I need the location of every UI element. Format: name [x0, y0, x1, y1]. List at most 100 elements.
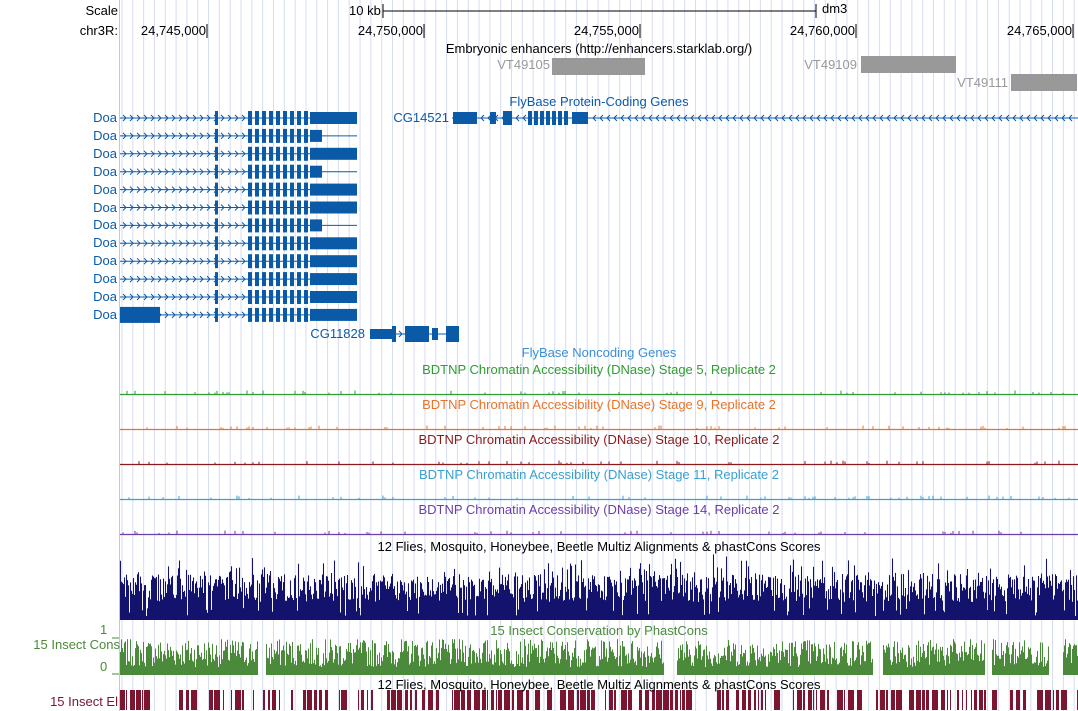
gene-label-doa[interactable]: Doa	[93, 289, 117, 304]
strand-arrow	[164, 168, 169, 176]
dnase-stage10-title[interactable]: BDTNP Chromatin Accessibility (DNase) St…	[418, 432, 780, 447]
conserved-element	[223, 690, 224, 710]
strand-arrow	[185, 275, 190, 283]
dnase-stage5-title[interactable]: BDTNP Chromatin Accessibility (DNase) St…	[422, 362, 776, 377]
strand-arrow	[227, 204, 232, 211]
strand-arrow	[234, 114, 239, 122]
strand-arrow	[241, 132, 246, 140]
gene-label-doa[interactable]: Doa	[93, 110, 117, 125]
exon	[310, 291, 357, 303]
exon	[304, 164, 308, 179]
strand-arrow	[220, 293, 225, 301]
conserved-element	[891, 690, 895, 710]
exon	[276, 128, 280, 143]
strand-arrow	[683, 114, 688, 122]
dnase-stage14-title[interactable]: BDTNP Chromatin Accessibility (DNase) St…	[418, 502, 780, 517]
conserved-element	[628, 690, 632, 710]
conserved-element	[909, 690, 914, 710]
enhancer-label[interactable]: VT49109	[804, 57, 857, 72]
strand-arrow	[206, 257, 211, 265]
gene-label-cg11828[interactable]: CG11828	[310, 326, 365, 341]
gene-label-doa[interactable]: Doa	[93, 163, 117, 179]
exon	[290, 290, 294, 304]
strand-arrow	[206, 275, 211, 283]
strand-arrow	[136, 204, 141, 211]
conserved-element	[774, 690, 780, 710]
exon	[262, 164, 266, 179]
conserved-element	[580, 690, 586, 710]
strand-arrow	[1068, 114, 1073, 122]
gene-label-doa[interactable]: Doa	[93, 253, 117, 269]
strand-arrow	[143, 204, 148, 211]
dnase-stage11-title[interactable]: BDTNP Chromatin Accessibility (DNase) St…	[418, 467, 780, 482]
strand-arrow	[634, 114, 639, 122]
conserved-element	[886, 690, 888, 710]
conserved-element	[303, 690, 306, 710]
strand-arrow	[164, 239, 169, 247]
conserved-element	[1053, 690, 1054, 710]
conserved-element	[656, 690, 662, 710]
doa-transcript	[120, 218, 357, 233]
phastcons-track-title[interactable]: 15 Insect Conservation by PhastCons	[490, 623, 708, 638]
noncoding-track-title[interactable]: FlyBase Noncoding Genes	[521, 345, 677, 360]
strand-arrow	[143, 186, 148, 193]
gene-label-doa[interactable]: Doa	[93, 306, 117, 322]
strand-arrow	[241, 311, 246, 319]
conserved-element	[717, 690, 721, 710]
conserved-element	[974, 690, 977, 710]
strand-arrow	[970, 114, 975, 122]
exon	[290, 218, 294, 233]
multiz-track-title[interactable]: 12 Flies, Mosquito, Honeybee, Beetle Mul…	[377, 539, 821, 554]
elements-track-title[interactable]: 12 Flies, Mosquito, Honeybee, Beetle Mul…	[377, 677, 821, 692]
gene-label-doa[interactable]: Doa	[93, 199, 117, 215]
enhancer-label[interactable]: VT49111	[957, 75, 1008, 90]
strand-arrow	[220, 204, 225, 211]
exon	[248, 272, 252, 287]
exon	[269, 272, 273, 287]
conserved-element	[496, 690, 497, 710]
gene-label-doa[interactable]: Doa	[93, 217, 117, 233]
strand-arrow	[164, 114, 169, 122]
doa-transcript	[120, 290, 357, 304]
gene-label-doa[interactable]: Doa	[93, 235, 117, 251]
exon	[552, 111, 556, 125]
enhancer-block	[861, 56, 956, 73]
gene-label-doa[interactable]: Doa	[93, 271, 117, 287]
strand-arrow	[143, 239, 148, 247]
strand-arrow	[220, 168, 225, 176]
exon	[255, 218, 259, 233]
strand-arrow	[641, 114, 646, 122]
enhancers-track-title[interactable]: Embryonic enhancers (http://enhancers.st…	[445, 41, 753, 56]
elements-side-label[interactable]: 15 Insect El	[50, 694, 118, 709]
exon	[269, 182, 273, 197]
strand-arrow	[676, 114, 681, 122]
conserved-element	[130, 690, 135, 710]
strand-arrow	[150, 132, 155, 140]
gene-label-doa[interactable]: Doa	[93, 181, 117, 197]
exon	[310, 129, 322, 142]
strand-arrow	[171, 239, 176, 247]
exon	[297, 164, 301, 179]
enhancer-label[interactable]: VT49105	[497, 57, 550, 72]
conserved-element	[242, 690, 244, 710]
doa-transcript	[120, 200, 357, 215]
conserved-element	[816, 690, 817, 710]
conserved-element	[758, 690, 759, 710]
strand-arrow	[185, 239, 190, 247]
strand-arrow	[220, 186, 225, 193]
strand-arrow	[977, 114, 982, 122]
strand-arrow	[143, 168, 148, 176]
phastcons-side-label[interactable]: 15 Insect Cons	[33, 637, 120, 652]
gene-label-doa[interactable]: Doa	[93, 145, 117, 161]
strand-arrow	[227, 150, 232, 158]
gene-label-doa[interactable]: Doa	[93, 127, 117, 143]
gene-label-cg14521[interactable]: CG14521	[393, 110, 449, 125]
strand-arrow	[206, 150, 211, 158]
strand-arrow	[150, 239, 155, 247]
dnase-stage9-title[interactable]: BDTNP Chromatin Accessibility (DNase) St…	[422, 397, 776, 412]
protein-coding-track-title[interactable]: FlyBase Protein-Coding Genes	[509, 94, 689, 109]
strand-arrow	[515, 114, 520, 122]
strand-arrow	[1061, 114, 1066, 122]
